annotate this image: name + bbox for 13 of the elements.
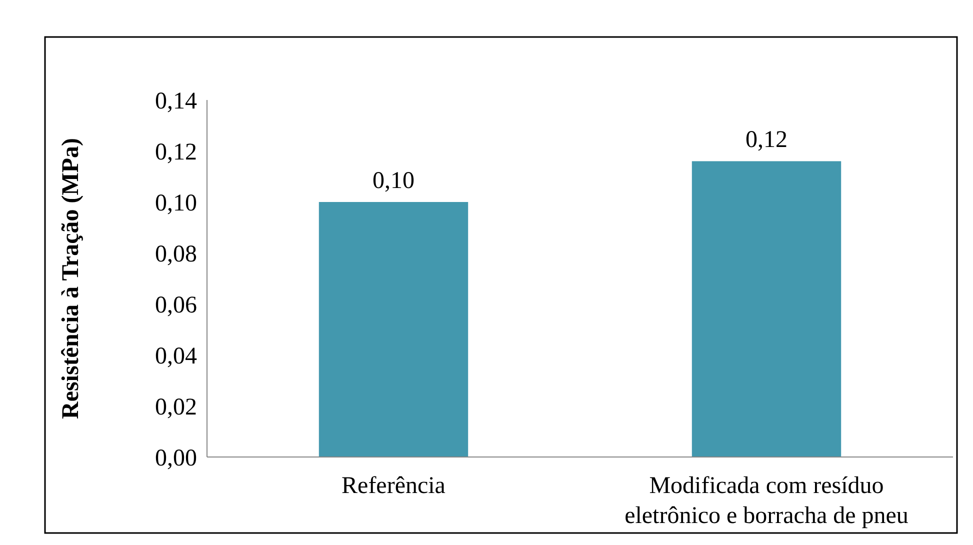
x-tick-label: Referência [342, 473, 446, 499]
y-tick-label: 0,02 [155, 394, 197, 420]
y-tick-label: 0,08 [155, 241, 197, 268]
y-axis-title: Resistência à Tração (MPa) [58, 138, 84, 420]
y-tick-label: 0,04 [155, 343, 197, 370]
x-tick-label: Modificada com resíduo eletrônico e borracha de pneu [624, 473, 908, 529]
y-tick-label: 0,14 [155, 88, 197, 114]
data-label: 0,10 [372, 168, 414, 194]
y-tick-label: 0,10 [155, 190, 197, 216]
y-tick-label: 0,00 [155, 445, 197, 472]
y-tick-label: 0,12 [155, 139, 197, 166]
data-label: 0,12 [746, 127, 788, 154]
y-tick-label: 0,06 [155, 292, 197, 318]
